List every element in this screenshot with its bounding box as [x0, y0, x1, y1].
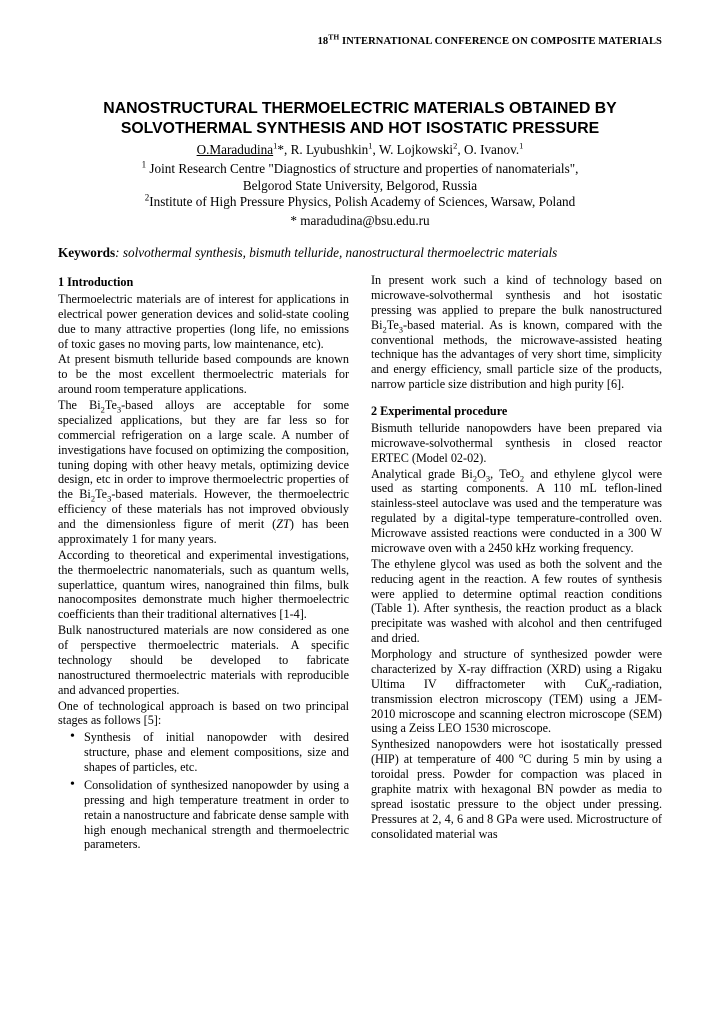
section-1-heading: 1 Introduction	[58, 275, 349, 290]
keywords: Keywords: solvothermal synthesis, bismut…	[58, 245, 662, 261]
author-lead: O.Maradudina	[197, 142, 274, 157]
conf-number: 18	[318, 36, 329, 47]
correspondence: * maradudina@bsu.edu.ru	[58, 213, 662, 229]
title-line2: SOLVOTHERMAL SYNTHESIS AND HOT ISOSTATIC…	[121, 120, 599, 137]
author4-sup: 1	[519, 141, 523, 151]
paper-title: NANOSTRUCTURAL THERMOELECTRIC MATERIALS …	[58, 99, 662, 138]
author2: , R. Lyubushkin	[284, 142, 368, 157]
aff1-line1: Joint Research Centre "Diagnostics of st…	[146, 161, 578, 176]
list-item: Synthesis of initial nanopowder with des…	[70, 730, 349, 775]
keywords-text: : solvothermal synthesis, bismuth tellur…	[115, 245, 557, 260]
paragraph: Analytical grade Bi2O3, TeO2 and ethylen…	[371, 467, 662, 556]
affiliation-2: 2Institute of High Pressure Physics, Pol…	[58, 194, 662, 211]
bullet-list: Synthesis of initial nanopowder with des…	[58, 730, 349, 852]
paragraph: Bulk nanostructured materials are now co…	[58, 623, 349, 697]
paragraph: The ethylene glycol was used as both the…	[371, 557, 662, 646]
paragraph: The Bi2Te3-based alloys are acceptable f…	[58, 398, 349, 547]
conf-sup: TH	[328, 33, 339, 42]
authors: O.Maradudina1*, R. Lyubushkin1, W. Lojko…	[58, 142, 662, 158]
author-lead-star: *	[277, 142, 284, 157]
paragraph: Bismuth telluride nanopowders have been …	[371, 421, 662, 466]
paragraph: Synthesized nanopowders were hot isostat…	[371, 737, 662, 841]
conf-tail: INTERNATIONAL CONFERENCE ON COMPOSITE MA…	[339, 36, 662, 47]
keywords-label: Keywords	[58, 245, 115, 260]
paragraph: One of technological approach is based o…	[58, 699, 349, 729]
section-2-heading: 2 Experimental procedure	[371, 404, 662, 419]
paragraph: Thermoelectric materials are of interest…	[58, 292, 349, 352]
aff1-line2: Belgorod State University, Belgorod, Rus…	[243, 178, 477, 193]
paragraph: According to theoretical and experimenta…	[58, 548, 349, 622]
author4: , O. Ivanov.	[457, 142, 519, 157]
running-header: 18TH INTERNATIONAL CONFERENCE ON COMPOSI…	[58, 36, 662, 49]
affiliation-1: 1 Joint Research Centre "Diagnostics of …	[58, 161, 662, 194]
paragraph: In present work such a kind of technolog…	[371, 273, 662, 392]
body-columns: 1 Introduction Thermoelectric materials …	[58, 273, 662, 852]
paragraph: At present bismuth telluride based compo…	[58, 352, 349, 397]
aff2-text: Institute of High Pressure Physics, Poli…	[149, 194, 575, 209]
list-item: Consolidation of synthesized nanopowder …	[70, 778, 349, 852]
paragraph: Morphology and structure of synthesized …	[371, 647, 662, 736]
title-line1: NANOSTRUCTURAL THERMOELECTRIC MATERIALS …	[103, 100, 616, 117]
author3: , W. Lojkowski	[373, 142, 454, 157]
